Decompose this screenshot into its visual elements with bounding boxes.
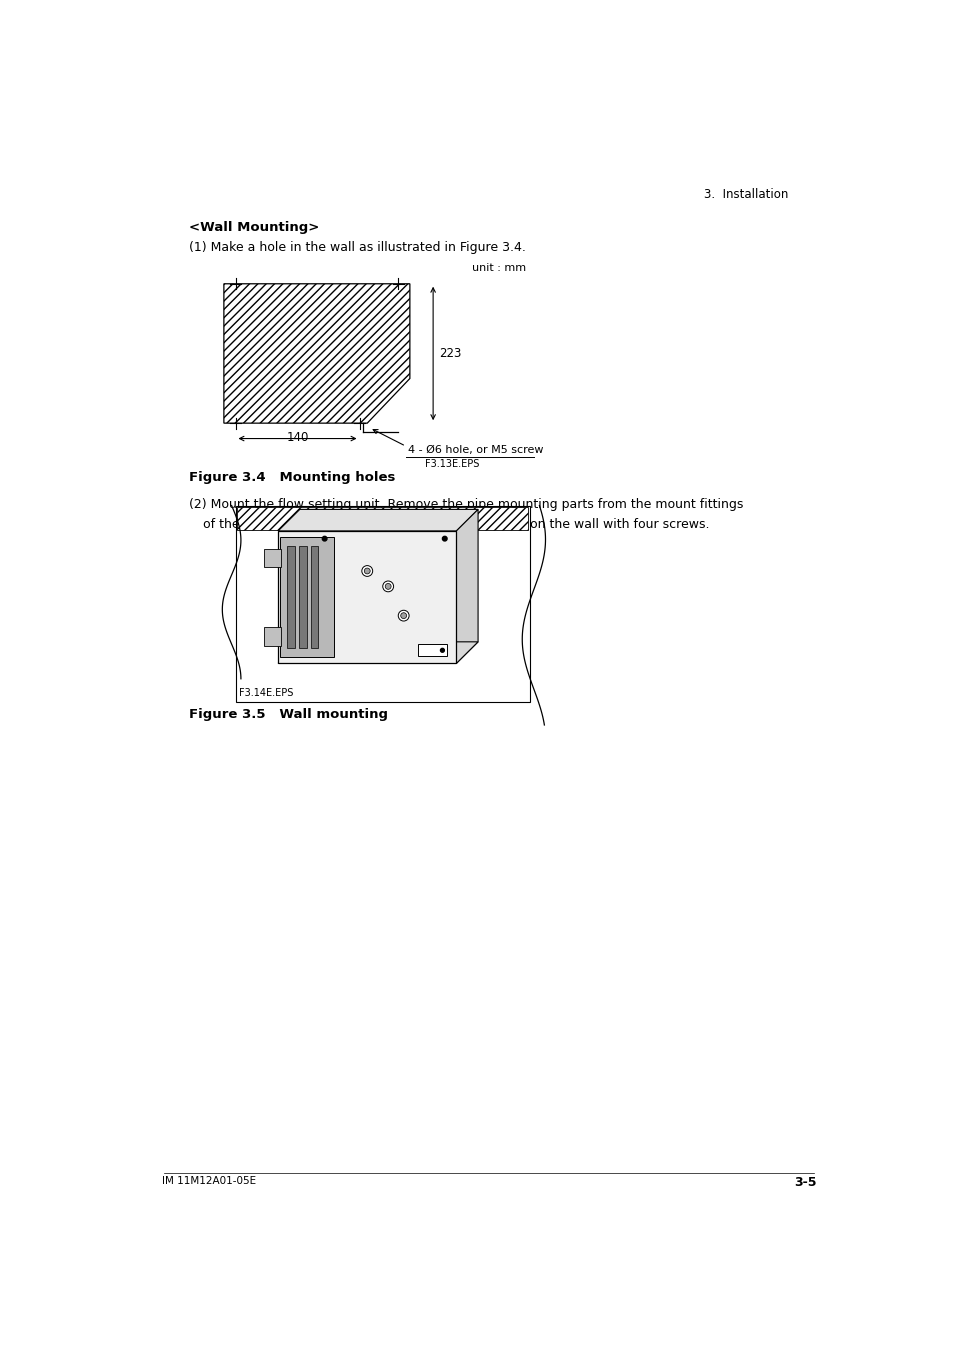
Polygon shape — [278, 642, 477, 663]
Polygon shape — [278, 509, 477, 531]
Polygon shape — [264, 549, 281, 567]
Circle shape — [364, 567, 370, 574]
Text: Figure 3.4   Mounting holes: Figure 3.4 Mounting holes — [189, 471, 395, 484]
Polygon shape — [280, 538, 334, 657]
Circle shape — [442, 536, 447, 540]
Polygon shape — [311, 546, 318, 648]
Polygon shape — [264, 627, 281, 646]
Text: 140: 140 — [286, 431, 309, 444]
Circle shape — [322, 536, 327, 540]
Text: Figure 3.5   Wall mounting: Figure 3.5 Wall mounting — [189, 708, 388, 721]
Polygon shape — [236, 507, 528, 530]
Text: 223: 223 — [439, 347, 461, 359]
Text: <Wall Mounting>: <Wall Mounting> — [189, 220, 319, 234]
Circle shape — [385, 584, 391, 589]
Text: F3.14E.EPS: F3.14E.EPS — [239, 688, 294, 698]
Polygon shape — [278, 531, 456, 663]
Polygon shape — [287, 546, 294, 648]
Text: 3-5: 3-5 — [794, 1177, 816, 1189]
Text: F3.13E.EPS: F3.13E.EPS — [425, 459, 479, 469]
Text: IM 11M12A01-05E: IM 11M12A01-05E — [162, 1177, 255, 1186]
Circle shape — [400, 613, 406, 619]
Polygon shape — [235, 505, 530, 703]
Text: 3.  Installation: 3. Installation — [703, 188, 788, 200]
Text: (1) Make a hole in the wall as illustrated in Figure 3.4.: (1) Make a hole in the wall as illustrat… — [189, 242, 525, 254]
Text: of the flow setting unit and attach the unit securely on the wall with four scre: of the flow setting unit and attach the … — [203, 517, 709, 531]
Text: 4 - Ø6 hole, or M5 screw: 4 - Ø6 hole, or M5 screw — [407, 444, 542, 455]
Polygon shape — [298, 546, 307, 648]
Text: unit : mm: unit : mm — [472, 263, 525, 273]
Polygon shape — [456, 509, 477, 663]
Circle shape — [397, 611, 409, 621]
Polygon shape — [417, 644, 447, 655]
Circle shape — [382, 581, 394, 592]
Polygon shape — [224, 284, 410, 423]
Circle shape — [361, 566, 373, 577]
Circle shape — [440, 648, 444, 653]
Text: (2) Mount the flow setting unit. Remove the pipe mounting parts from the mount f: (2) Mount the flow setting unit. Remove … — [189, 497, 742, 511]
